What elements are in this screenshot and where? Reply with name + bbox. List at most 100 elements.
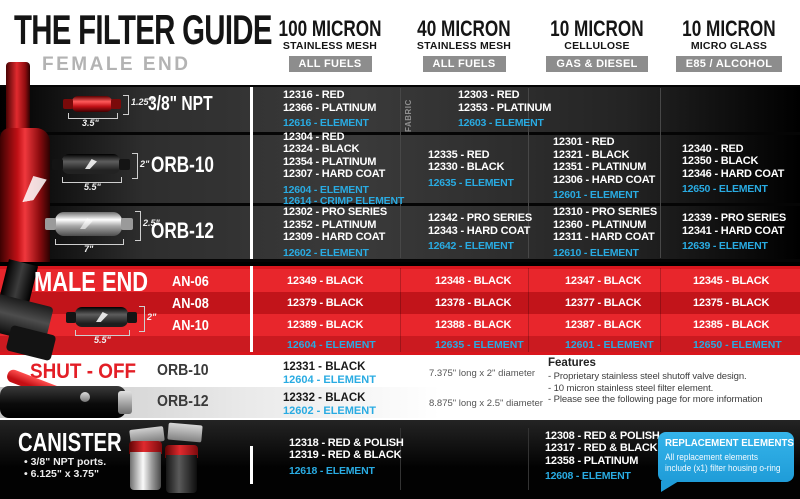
fitting-left	[66, 312, 76, 323]
fitting-right	[111, 99, 121, 109]
part-number: 12347 - BLACK	[565, 275, 642, 287]
canister-black-body	[166, 455, 197, 493]
column-media-label: CELLULOSE	[564, 40, 630, 52]
element-number: 12601 - ELEMENT	[553, 189, 639, 202]
aeromotive-logo-mark	[85, 159, 97, 169]
canister-bullets: • 3/8" NPT ports. • 6.125" x 3.75"	[24, 456, 106, 480]
canister-title: CANISTER	[18, 427, 122, 457]
column-divider	[400, 268, 401, 352]
height-dim-label: 2"	[147, 312, 157, 322]
valve-body	[0, 386, 126, 418]
width-dim-line	[62, 177, 122, 183]
column-micron-label: 100 MICRON	[278, 16, 382, 41]
element-number: 12602 - ELEMENT	[283, 405, 376, 417]
element-number: 12604 - ELEMENT	[283, 183, 369, 196]
fitting-left	[45, 218, 56, 230]
element-number: 12601 - ELEMENT	[565, 339, 654, 351]
canister-red-cap	[165, 445, 198, 458]
column-header-10-micron-cellulose: 10 MICRON CELLULOSE GAS & DIESEL	[507, 18, 687, 72]
part-number: 12308 - RED & POLISH	[545, 429, 660, 442]
aeromotive-logo-mark	[96, 312, 108, 322]
male-row-an08-bg	[0, 292, 800, 314]
part-number: 12335 - RED	[428, 148, 490, 161]
part-number: 12345 - BLACK	[693, 275, 770, 287]
width-dim-label: 3.5"	[82, 118, 99, 128]
height-dim-label: 2"	[140, 159, 150, 169]
feature-item: - Please see the following page for more…	[548, 394, 763, 405]
features-title: Features	[548, 357, 596, 369]
part-number: 12389 - BLACK	[287, 319, 364, 331]
column-micron-label: 10 MICRON	[682, 16, 776, 41]
part-number: 12332 - BLACK	[283, 392, 366, 404]
part-number: 12339 - PRO SERIES	[682, 212, 787, 225]
column-divider	[528, 428, 529, 490]
row-label-orb10: ORB-10	[151, 152, 214, 177]
part-number: 12360 - PLATINUM	[553, 218, 647, 231]
replacement-elements-callout: REPLACEMENT ELEMENTS All replacement ele…	[658, 432, 794, 492]
male-row-label-an06: AN-06	[172, 273, 209, 290]
part-number: 12303 - RED	[458, 89, 520, 102]
part-number: 12311 - HARD COAT	[553, 231, 655, 243]
part-number: 12317 - RED & BLACK	[545, 442, 658, 454]
part-number: 12342 - PRO SERIES	[428, 212, 533, 225]
part-number: 12352 - PLATINUM	[283, 218, 377, 231]
element-number: 12608 - ELEMENT	[545, 470, 631, 482]
cell-orb12-cellulose: 12310 - PRO SERIES 12360 - PLATINUM 1231…	[553, 206, 657, 259]
fitting-left	[52, 159, 63, 170]
bullet-item: • 6.125" x 3.75"	[24, 468, 99, 480]
cell-orb10-micro-glass: 12340 - RED 12350 - BLACK 12346 - HARD C…	[682, 135, 784, 203]
label-column-divider	[250, 87, 253, 259]
cell-npt-40micron: 12303 - RED 12353 - PLATINUM 12603 - ELE…	[458, 87, 551, 132]
width-dim-label: 5.5"	[94, 335, 111, 345]
page-title: THE FILTER GUIDE	[14, 6, 382, 54]
shutoff-row-label-orb12: ORB-12	[157, 393, 209, 410]
part-number: 12366 - PLATINUM	[283, 101, 377, 114]
column-divider	[528, 88, 529, 258]
row-label-orb12: ORB-12	[151, 218, 214, 243]
element-number: 12603 - ELEMENT	[458, 117, 544, 130]
height-dim-line	[132, 153, 138, 179]
element-number: 12614 - CRIMP ELEMENT	[283, 195, 405, 207]
red-filter-neck	[6, 62, 30, 134]
male-row-an10-bg	[0, 314, 800, 336]
fuel-badge: GAS & DIESEL	[546, 56, 648, 72]
fitting-right	[121, 218, 133, 230]
aeromotive-logo-mark	[80, 218, 93, 229]
part-number: 12304 - RED	[283, 130, 345, 143]
part-number: 12385 - BLACK	[693, 319, 770, 331]
element-number: 12635 - ELEMENT	[428, 176, 514, 189]
section-divider	[0, 262, 800, 266]
element-number: 12604 - ELEMENT	[283, 374, 376, 386]
part-number: 12321 - BLACK	[553, 148, 630, 161]
label-column-divider	[250, 446, 253, 484]
male-row-label-an08: AN-08	[172, 295, 209, 312]
valve-end-cap	[118, 391, 132, 414]
part-number: 12349 - BLACK	[287, 275, 364, 287]
column-header-10-micron-micro-glass: 10 MICRON MICRO GLASS E85 / ALCOHOL	[639, 18, 800, 72]
column-divider	[660, 268, 661, 352]
label-column-divider	[250, 266, 253, 352]
part-number: 12378 - BLACK	[435, 297, 512, 309]
callout-line: All replacement elements	[665, 452, 758, 462]
page-title-text: THE FILTER GUIDE	[14, 6, 272, 53]
feature-item: - 10 micron stainless steel filter eleme…	[548, 382, 714, 394]
part-number: 12324 - BLACK	[283, 143, 360, 155]
column-media-label: STAINLESS MESH	[416, 40, 512, 52]
part-number: 12302 - PRO SERIES	[283, 206, 388, 218]
part-number: 12379 - BLACK	[287, 297, 364, 309]
fuel-badge: ALL FUELS	[422, 56, 506, 72]
part-number: 12341 - HARD COAT	[682, 224, 785, 237]
part-number: 12316 - RED	[283, 89, 345, 102]
male-row-element-bg	[0, 336, 800, 352]
element-number: 12616 - ELEMENT	[283, 117, 369, 130]
element-number: 12604 - ELEMENT	[287, 339, 376, 351]
column-header-40-micron: 40 MICRON STAINLESS MESH ALL FUELS	[374, 18, 554, 72]
row-label-npt: 3/8" NPT	[148, 93, 213, 115]
part-number: 12319 - RED & BLACK	[289, 449, 402, 462]
cell-orb10-cellulose: 12301 - RED 12321 - BLACK 12351 - PLATIN…	[553, 135, 655, 203]
part-number: 12377 - BLACK	[565, 297, 642, 309]
canister-polished-body	[130, 452, 161, 490]
width-dim-label: 7"	[84, 244, 94, 254]
cell-canister-100micron: 12318 - RED & POLISH 12319 - RED & BLACK…	[289, 428, 404, 486]
